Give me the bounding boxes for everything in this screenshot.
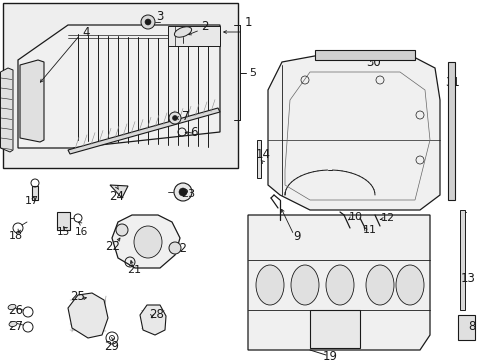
Polygon shape [257, 140, 261, 178]
Text: 12: 12 [380, 213, 394, 223]
Text: 25: 25 [70, 291, 85, 303]
Ellipse shape [134, 226, 162, 258]
Circle shape [141, 15, 155, 29]
Text: 30: 30 [366, 57, 381, 69]
Polygon shape [247, 215, 429, 350]
Text: 19: 19 [322, 351, 337, 360]
Circle shape [169, 242, 181, 254]
Polygon shape [459, 210, 464, 310]
Text: 24: 24 [109, 190, 124, 203]
Circle shape [179, 188, 186, 196]
Polygon shape [20, 60, 44, 142]
Text: 7: 7 [182, 111, 189, 123]
Ellipse shape [325, 265, 353, 305]
Ellipse shape [256, 265, 284, 305]
Polygon shape [112, 215, 180, 268]
Polygon shape [457, 315, 474, 340]
Text: 10: 10 [348, 212, 362, 222]
Polygon shape [68, 293, 108, 338]
Text: 1: 1 [244, 15, 251, 28]
Text: 27: 27 [8, 320, 23, 333]
Polygon shape [18, 25, 220, 148]
Circle shape [174, 183, 192, 201]
Text: 11: 11 [362, 225, 376, 235]
Text: 15: 15 [56, 227, 69, 237]
Text: 20: 20 [330, 322, 345, 332]
Text: 22: 22 [172, 243, 187, 256]
Text: 22: 22 [105, 240, 120, 253]
Text: 26: 26 [8, 305, 23, 318]
Polygon shape [68, 108, 220, 154]
Text: 3: 3 [156, 10, 163, 23]
Text: 16: 16 [74, 227, 87, 237]
Ellipse shape [395, 265, 423, 305]
Text: 29: 29 [104, 341, 119, 354]
Polygon shape [140, 305, 165, 335]
Text: 5: 5 [249, 68, 256, 78]
Text: 14: 14 [255, 148, 270, 162]
Text: 23: 23 [181, 189, 195, 199]
Text: 2: 2 [201, 21, 208, 33]
Circle shape [145, 19, 151, 25]
Text: 4: 4 [82, 26, 90, 39]
Polygon shape [309, 310, 359, 348]
Ellipse shape [365, 265, 393, 305]
Text: 9: 9 [293, 230, 300, 243]
Ellipse shape [9, 321, 17, 327]
Text: 18: 18 [9, 231, 23, 241]
Polygon shape [314, 50, 414, 60]
Ellipse shape [8, 304, 16, 310]
Circle shape [169, 112, 181, 124]
Text: 28: 28 [149, 309, 164, 321]
Polygon shape [57, 212, 70, 230]
Text: 31: 31 [445, 76, 460, 89]
Text: 21: 21 [127, 265, 141, 275]
Polygon shape [168, 26, 220, 46]
Text: 13: 13 [460, 271, 474, 284]
Polygon shape [110, 185, 128, 198]
Circle shape [172, 116, 177, 121]
Bar [3, 3, 238, 168]
Text: 8: 8 [468, 320, 475, 333]
Ellipse shape [290, 265, 318, 305]
Polygon shape [0, 68, 13, 152]
Ellipse shape [174, 27, 191, 37]
Text: 17: 17 [25, 196, 39, 206]
Polygon shape [267, 55, 439, 210]
Text: 6: 6 [190, 126, 197, 139]
Polygon shape [32, 186, 38, 200]
Circle shape [116, 224, 128, 236]
Polygon shape [447, 62, 454, 200]
